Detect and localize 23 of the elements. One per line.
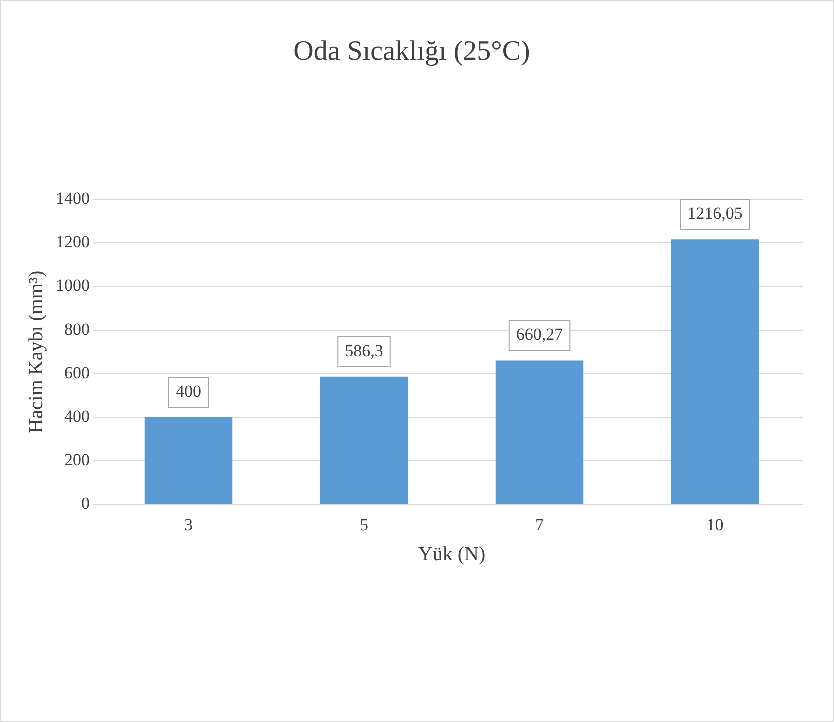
x-axis-title: Yük (N) xyxy=(418,543,486,566)
y-tick-label: 600 xyxy=(64,363,90,382)
y-tick-label: 1200 xyxy=(56,232,90,252)
x-tick-label: 7 xyxy=(536,515,544,534)
bar xyxy=(144,417,233,504)
y-tick-label: 800 xyxy=(64,320,90,339)
x-tick-label: 5 xyxy=(360,515,368,534)
y-tick-label: 400 xyxy=(64,406,90,426)
y-tick-label: 1000 xyxy=(56,276,90,296)
y-tick-label: 200 xyxy=(64,450,90,470)
y-tick-label: 0 xyxy=(82,494,90,514)
x-tick-label: 10 xyxy=(706,515,724,534)
y-tick-label: 1400 xyxy=(56,189,90,208)
bar xyxy=(320,376,408,504)
x-tick-label: 3 xyxy=(184,515,193,534)
data-label: 586,3 xyxy=(345,341,384,360)
chart-title: Oda Sıcaklığı (25°C) xyxy=(294,36,530,68)
data-label: 1216,05 xyxy=(688,204,743,224)
y-axis-title: Hacim Kaybı (mm³) xyxy=(25,270,48,434)
bar xyxy=(671,240,760,504)
bar xyxy=(496,360,584,504)
data-label: 400 xyxy=(176,382,202,401)
data-label: 660,27 xyxy=(516,325,564,344)
